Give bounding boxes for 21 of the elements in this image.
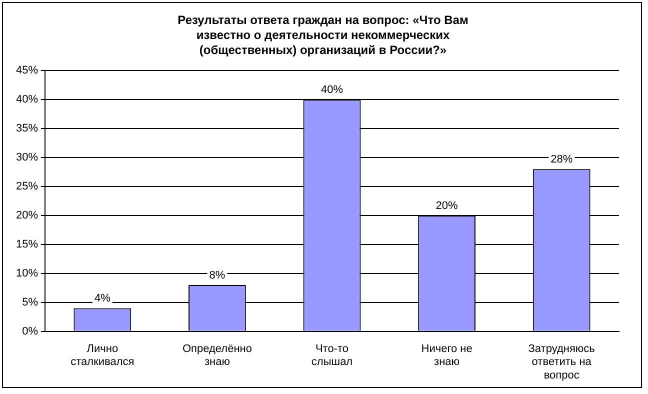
x-tick-label: Определённо знаю — [182, 343, 252, 368]
y-tick-label: 0% — [22, 325, 38, 338]
y-tick-label: 5% — [22, 296, 38, 308]
y-tick-label: 30% — [16, 152, 38, 164]
y-tick-label: 10% — [16, 267, 38, 280]
y-tick-label: 20% — [16, 210, 38, 222]
y-tick-label: 45% — [16, 64, 38, 77]
data-label: 4% — [94, 292, 111, 305]
y-tick-label: 40% — [16, 94, 38, 106]
y-tick-label: 25% — [16, 180, 38, 193]
data-label: 40% — [320, 84, 344, 96]
x-tick-label: Затрудняюсь ответить на вопрос — [528, 343, 596, 382]
x-tick-label: Лично сталкивался — [70, 343, 134, 368]
x-tick-label: Что-то слышал — [311, 343, 353, 368]
y-tick-label: 35% — [16, 122, 38, 135]
x-tick-label: Ничего не знаю — [421, 343, 472, 368]
data-label: 28% — [550, 154, 573, 166]
data-label: 8% — [209, 270, 226, 282]
chart-title: Результаты ответа граждан на вопрос: «Что Вам известно о деятельности некоммерческих (общественных) организаций в России?» — [176, 13, 470, 58]
data-label: 20% — [436, 200, 458, 212]
y-tick-label: 15% — [16, 238, 38, 250]
